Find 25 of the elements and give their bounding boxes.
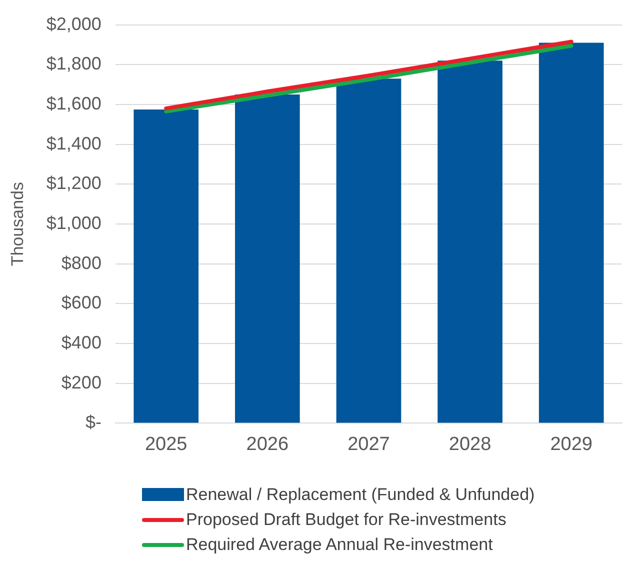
legend-label: Renewal / Replacement (Funded & Unfunded): [186, 484, 535, 506]
y-tick-label: $1,400: [46, 133, 102, 154]
y-tick-label: $1,600: [46, 93, 102, 114]
y-tick-label: $2,000: [46, 14, 102, 34]
bar: [235, 94, 300, 423]
legend-label: Required Average Annual Re-investment: [186, 534, 493, 556]
x-tick-label: 2027: [348, 434, 390, 455]
bar: [438, 60, 502, 423]
x-tick-label: 2025: [144, 434, 188, 455]
bar: [134, 109, 199, 423]
y-tick-label: $1,000: [46, 212, 102, 233]
y-tick-label: $1,800: [46, 54, 102, 74]
bar: [538, 42, 604, 423]
y-tick-label: $400: [61, 332, 102, 352]
x-tick-label: 2026: [246, 434, 289, 455]
y-tick-label: $800: [61, 252, 102, 273]
y-tick-label: $-: [85, 412, 102, 432]
legend-label: Proposed Draft Budget for Re-investments: [186, 509, 506, 531]
y-tick-label: $600: [61, 292, 102, 313]
y-tick-label: $200: [61, 372, 102, 392]
y-axis-title: Thousands: [8, 182, 27, 266]
y-tick-label: $1,200: [46, 173, 102, 194]
x-tick-label: 2029: [550, 434, 592, 455]
x-tick-label: 2028: [448, 434, 492, 455]
bar: [336, 78, 402, 423]
